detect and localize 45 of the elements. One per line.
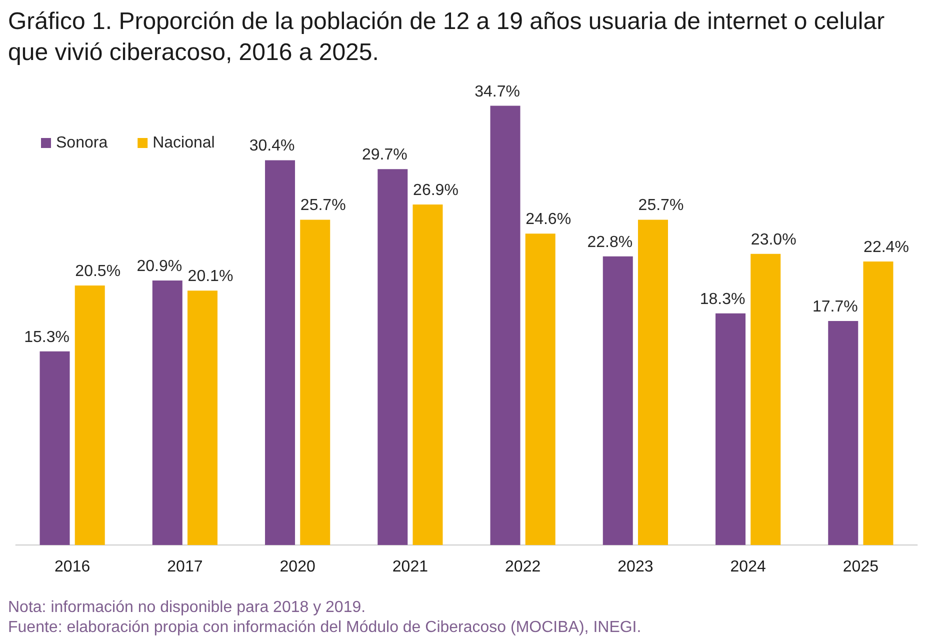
source-note: Fuente: elaboración propia con información del Módulo de Ciberacoso (MOCIBA), INEGI. bbox=[8, 618, 642, 638]
data-label: 22.8% bbox=[587, 234, 633, 251]
x-tick-label: 2020 bbox=[280, 558, 316, 576]
bar bbox=[863, 261, 894, 545]
data-label: 26.9% bbox=[413, 182, 458, 200]
legend-label: Nacional bbox=[152, 134, 215, 152]
bar bbox=[74, 286, 105, 545]
data-label: 15.3% bbox=[24, 328, 70, 346]
data-label: 17.7% bbox=[812, 298, 858, 316]
bar bbox=[750, 254, 781, 545]
bar bbox=[40, 351, 70, 545]
bar bbox=[525, 234, 556, 545]
x-tick-label: 2023 bbox=[618, 558, 654, 576]
data-label: 20.9% bbox=[136, 258, 182, 275]
x-tick-label: 2016 bbox=[54, 558, 90, 576]
bar bbox=[602, 256, 633, 545]
data-label: 34.7% bbox=[474, 83, 520, 100]
data-label: 20.1% bbox=[188, 268, 234, 286]
data-label: 23.0% bbox=[750, 231, 796, 248]
chart-title: Gráfico 1. Proporción de la población de 12 a 19 años usuaria de internet o celular que vivió ciberacoso, 2016 a 2025. bbox=[8, 7, 886, 68]
x-tick-label: 2021 bbox=[392, 558, 428, 576]
data-label: 29.7% bbox=[362, 146, 408, 164]
bar bbox=[265, 160, 296, 545]
data-label: 18.3% bbox=[700, 290, 746, 308]
data-label: 20.5% bbox=[75, 263, 121, 280]
x-tick-label: 2022 bbox=[505, 558, 541, 576]
bar bbox=[152, 280, 182, 545]
x-tick-label: 2017 bbox=[167, 558, 203, 576]
legend-label: Sonora bbox=[56, 134, 108, 152]
x-tick-label: 2024 bbox=[730, 558, 766, 576]
bar bbox=[300, 220, 330, 545]
bar bbox=[716, 313, 746, 545]
x-tick-label: 2025 bbox=[842, 558, 879, 576]
bar bbox=[638, 220, 668, 545]
bar bbox=[412, 204, 443, 545]
data-label: 25.7% bbox=[638, 197, 684, 214]
bar bbox=[378, 169, 408, 545]
bar bbox=[828, 320, 858, 545]
text: Nota: información no disponible para 2018 y 2019. bbox=[8, 598, 367, 618]
bar bbox=[187, 290, 218, 545]
data-label: 24.6% bbox=[526, 211, 572, 228]
bar bbox=[490, 106, 520, 545]
data-label: 25.7% bbox=[300, 197, 346, 214]
data-label: 22.4% bbox=[864, 238, 909, 256]
data-label: 30.4% bbox=[249, 138, 295, 155]
